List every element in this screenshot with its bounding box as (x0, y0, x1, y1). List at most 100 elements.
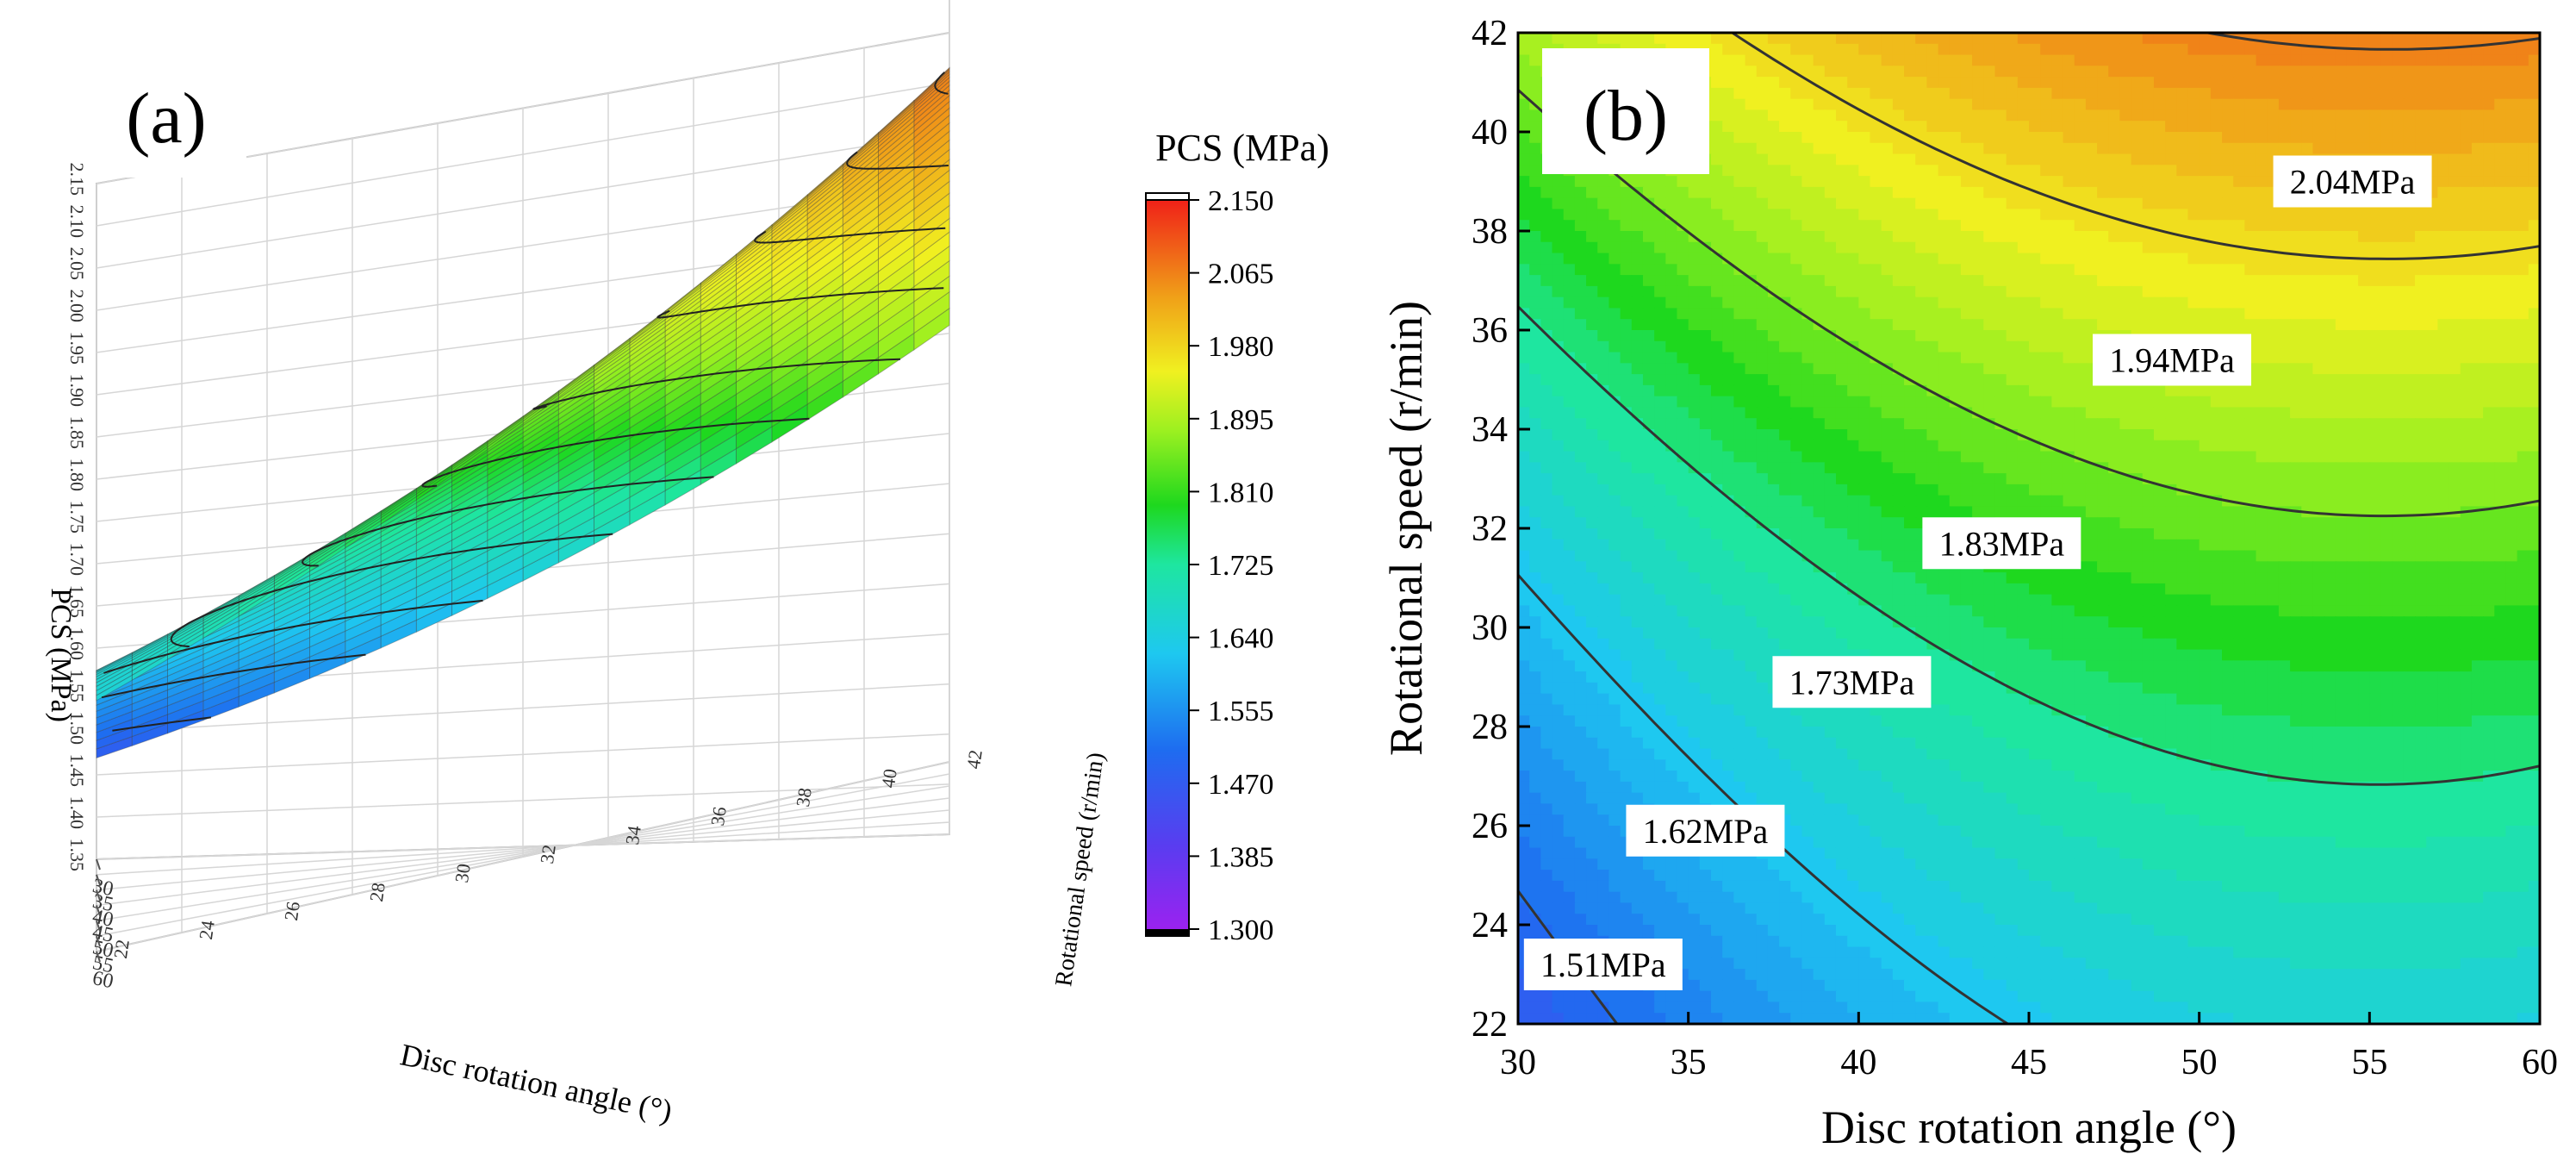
contour-cell (2074, 54, 2087, 67)
contour-cell (1801, 220, 1814, 232)
contour-cell (1677, 209, 1689, 221)
contour-cell (2085, 153, 2098, 166)
contour-cell (1665, 506, 1678, 519)
contour-cell (1938, 33, 1951, 45)
contour-cell (2074, 407, 2087, 420)
contour-cell (2290, 384, 2303, 397)
contour-cell (1767, 153, 1780, 166)
contour-cell (1518, 418, 1530, 430)
contour-cell (1756, 121, 1769, 133)
contour-cell (2199, 462, 2212, 474)
contour-cell (2233, 462, 2246, 474)
contour-cell (2471, 462, 2484, 474)
contour-cell (1870, 517, 1882, 529)
contour-cell (1881, 319, 1894, 331)
contour-cell (2051, 77, 2064, 89)
contour-cell (2346, 517, 2359, 529)
contour-cell (2528, 451, 2540, 464)
contour-cell (2187, 153, 2200, 166)
contour-cell (1597, 506, 1610, 519)
contour-cell (2290, 319, 2303, 331)
contour-cell (1756, 165, 1769, 177)
contour-cell (2335, 352, 2348, 365)
contour-cell (1631, 220, 1644, 232)
contour-cell (2222, 220, 2234, 232)
contour-cell (2448, 340, 2461, 353)
contour-cell (2403, 132, 2416, 144)
contour-cell (2369, 77, 2382, 89)
contour-cell (2301, 462, 2314, 474)
contour-cell (2460, 528, 2473, 540)
contour-cell (1972, 43, 1985, 56)
contour-cell (2380, 473, 2393, 485)
contour-cell (2415, 396, 2428, 409)
contour-cell (1540, 352, 1553, 365)
contour-cell (1926, 429, 1939, 441)
contour-cell (1654, 33, 1667, 45)
contour-cell (2176, 153, 2189, 166)
contour-cell (2335, 473, 2348, 485)
contour-cell (2483, 308, 2496, 321)
contour-cell (1733, 528, 1746, 540)
contour-cell (2074, 418, 2087, 430)
contour-cell (1983, 374, 1996, 386)
contour-cell (2040, 396, 2053, 409)
contour-cell (2448, 418, 2461, 430)
contour-cell (2040, 473, 2053, 485)
contour-cell (1529, 231, 1542, 243)
contour-cell (1915, 253, 1928, 265)
contour-cell (2335, 209, 2348, 221)
contour-cell (1983, 484, 1996, 496)
contour-cell (1733, 319, 1746, 331)
contour-cell (1574, 197, 1587, 210)
contour-cell (1642, 451, 1655, 464)
z-tick-label: 2.00 (66, 290, 88, 323)
contour-cell (1938, 484, 1951, 496)
contour-cell (1904, 43, 1917, 56)
contour-cell (1801, 440, 1814, 452)
contour-cell (1586, 528, 1599, 540)
contour-cell (1813, 451, 1826, 464)
contour-cell (2290, 407, 2303, 420)
contour-cell (2335, 98, 2348, 111)
contour-cell (1881, 43, 1894, 56)
contour-cell (1767, 253, 1780, 265)
contour-cell (2505, 451, 2518, 464)
contour-cell (2528, 66, 2540, 78)
contour-cell (2494, 484, 2507, 496)
contour-cell (1711, 66, 1723, 78)
x-tick-mark (96, 935, 101, 947)
contour-cell (2029, 374, 2041, 386)
contour-cell (1926, 33, 1939, 45)
contour-cell (2346, 231, 2359, 243)
contour-cell (1926, 264, 1939, 276)
contour-cell (1722, 418, 1735, 430)
z-tick-label: 1.75 (66, 501, 88, 534)
contour-cell (1915, 418, 1928, 430)
contour-cell (1824, 197, 1837, 210)
contour-cell (2437, 418, 2450, 430)
contour-cell (1881, 87, 1894, 100)
contour-cell (2346, 308, 2359, 321)
contour-cell (1597, 186, 1610, 199)
contour-cell (1960, 374, 1973, 386)
contour-cell (2119, 396, 2132, 409)
contour-cell (2494, 197, 2507, 210)
contour-cell (2380, 285, 2393, 298)
contour-cell (2437, 253, 2450, 265)
contour-cell (1949, 418, 1962, 430)
contour-cell (2358, 440, 2371, 452)
contour-cell (1540, 231, 1553, 243)
contour-cell (1801, 209, 1814, 221)
contour-cell (1563, 407, 1576, 420)
contour-cell (2426, 429, 2439, 441)
contour-cell (2040, 43, 2053, 56)
contour-cell (2346, 429, 2359, 441)
contour-cell (2380, 54, 2393, 67)
contour-cell (2176, 209, 2189, 221)
contour-cell (2222, 296, 2234, 309)
contour-cell (1938, 87, 1951, 100)
contour-cell (2063, 363, 2075, 375)
contour-cell (2029, 473, 2041, 485)
contour-cell (1949, 384, 1962, 397)
